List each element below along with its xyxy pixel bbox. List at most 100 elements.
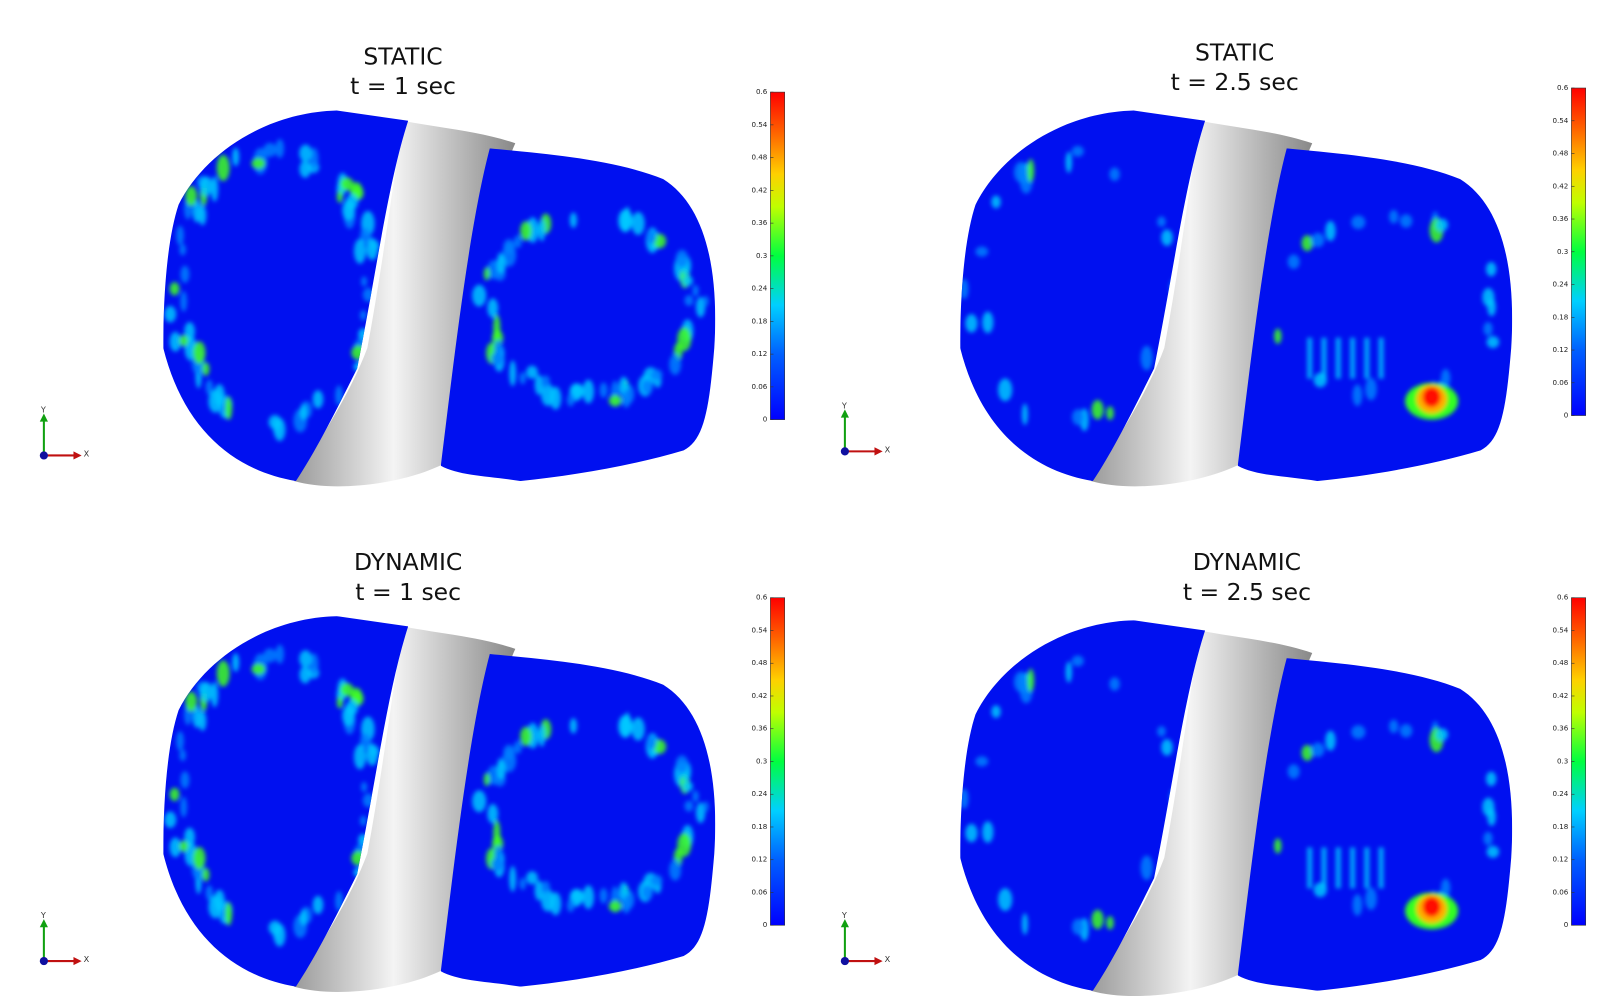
colorbar-label: 0.18 xyxy=(1552,312,1568,321)
bone-shaft xyxy=(1090,630,1313,997)
spot xyxy=(225,901,233,926)
spot xyxy=(336,190,343,203)
spot xyxy=(1091,399,1104,420)
triad-x-label: X xyxy=(885,954,891,964)
spot xyxy=(620,210,633,230)
spot xyxy=(1365,377,1377,401)
triad-z xyxy=(840,956,849,966)
spot xyxy=(199,176,213,196)
colorbar-label: 0.42 xyxy=(1552,181,1568,190)
spot xyxy=(299,144,313,162)
panel-time: t = 2.5 sec xyxy=(1183,578,1311,606)
colorbar-label: 0.6 xyxy=(1557,83,1569,92)
spot xyxy=(361,781,368,793)
spot xyxy=(1352,384,1363,407)
spot xyxy=(360,227,371,244)
spot xyxy=(1389,719,1399,734)
spot xyxy=(268,920,282,935)
spot xyxy=(198,205,207,226)
spot xyxy=(312,895,324,914)
spot xyxy=(538,724,546,747)
contact-spots xyxy=(1274,209,1500,420)
spot xyxy=(351,850,366,866)
colorbar-label: 0.24 xyxy=(1552,280,1568,289)
spot xyxy=(1335,337,1341,379)
spot xyxy=(1072,918,1085,935)
spot xyxy=(526,365,538,379)
spot xyxy=(210,681,219,708)
spot xyxy=(991,195,1001,209)
spot xyxy=(621,389,631,408)
colorbar-label: 0.42 xyxy=(751,185,767,194)
spot xyxy=(199,681,213,702)
colorbar-label: 0.36 xyxy=(751,724,767,733)
spot xyxy=(493,820,501,847)
spot xyxy=(1483,322,1493,336)
contact-surface xyxy=(1237,148,1513,482)
spot xyxy=(692,284,699,297)
hot-spot xyxy=(1422,386,1441,408)
spot xyxy=(494,340,503,357)
spot xyxy=(1349,847,1356,889)
spot xyxy=(180,291,188,312)
panel-title: STATIC xyxy=(1195,38,1274,66)
spot xyxy=(1307,847,1313,889)
spot xyxy=(646,229,657,245)
spot xyxy=(472,284,487,307)
spot xyxy=(169,837,182,858)
hot-spot xyxy=(1422,896,1441,918)
spot xyxy=(1027,668,1035,693)
spot xyxy=(599,382,608,398)
spot xyxy=(621,895,631,914)
spot xyxy=(975,246,989,257)
spot xyxy=(1065,661,1073,683)
spot xyxy=(1486,845,1500,858)
spot xyxy=(193,846,206,870)
colorbar-label: 0.06 xyxy=(751,382,767,391)
colorbar-label: 0.06 xyxy=(751,887,767,896)
spot xyxy=(684,800,694,812)
spot xyxy=(534,880,544,901)
spot xyxy=(340,682,354,697)
colorbar-label: 0.24 xyxy=(1552,789,1568,798)
surface-base xyxy=(440,654,716,987)
spot xyxy=(1071,655,1084,667)
spot xyxy=(1378,847,1384,889)
panel-title: DYNAMIC xyxy=(354,548,462,576)
spot xyxy=(566,393,575,407)
colorbar-label: 0.42 xyxy=(1552,691,1568,700)
spot xyxy=(1071,145,1084,157)
spot xyxy=(179,334,189,347)
spot xyxy=(1287,764,1300,779)
spot xyxy=(496,760,506,780)
spot xyxy=(353,744,367,770)
spot xyxy=(210,176,219,202)
spot xyxy=(1321,847,1327,889)
spot xyxy=(982,821,994,843)
spot xyxy=(646,735,657,750)
spot xyxy=(268,415,282,430)
spot xyxy=(216,154,230,182)
spot xyxy=(299,160,311,178)
surface-base xyxy=(1237,658,1513,991)
triad-x-head xyxy=(73,956,82,966)
spot xyxy=(692,790,699,803)
bone-shaft xyxy=(293,120,516,487)
triad-x-head xyxy=(874,956,883,966)
colorbar-label: 0.42 xyxy=(751,691,767,700)
colorbar-label: 0.12 xyxy=(751,349,767,358)
triad-z xyxy=(39,956,48,966)
spot xyxy=(682,781,693,792)
spot xyxy=(982,311,994,334)
spot xyxy=(360,733,371,750)
spot xyxy=(1106,406,1114,420)
contact-spots xyxy=(164,644,392,947)
spot xyxy=(180,771,190,789)
colorbar-label: 0.48 xyxy=(751,658,767,667)
spot xyxy=(496,857,503,872)
colorbar-label: 0.3 xyxy=(1557,756,1568,765)
